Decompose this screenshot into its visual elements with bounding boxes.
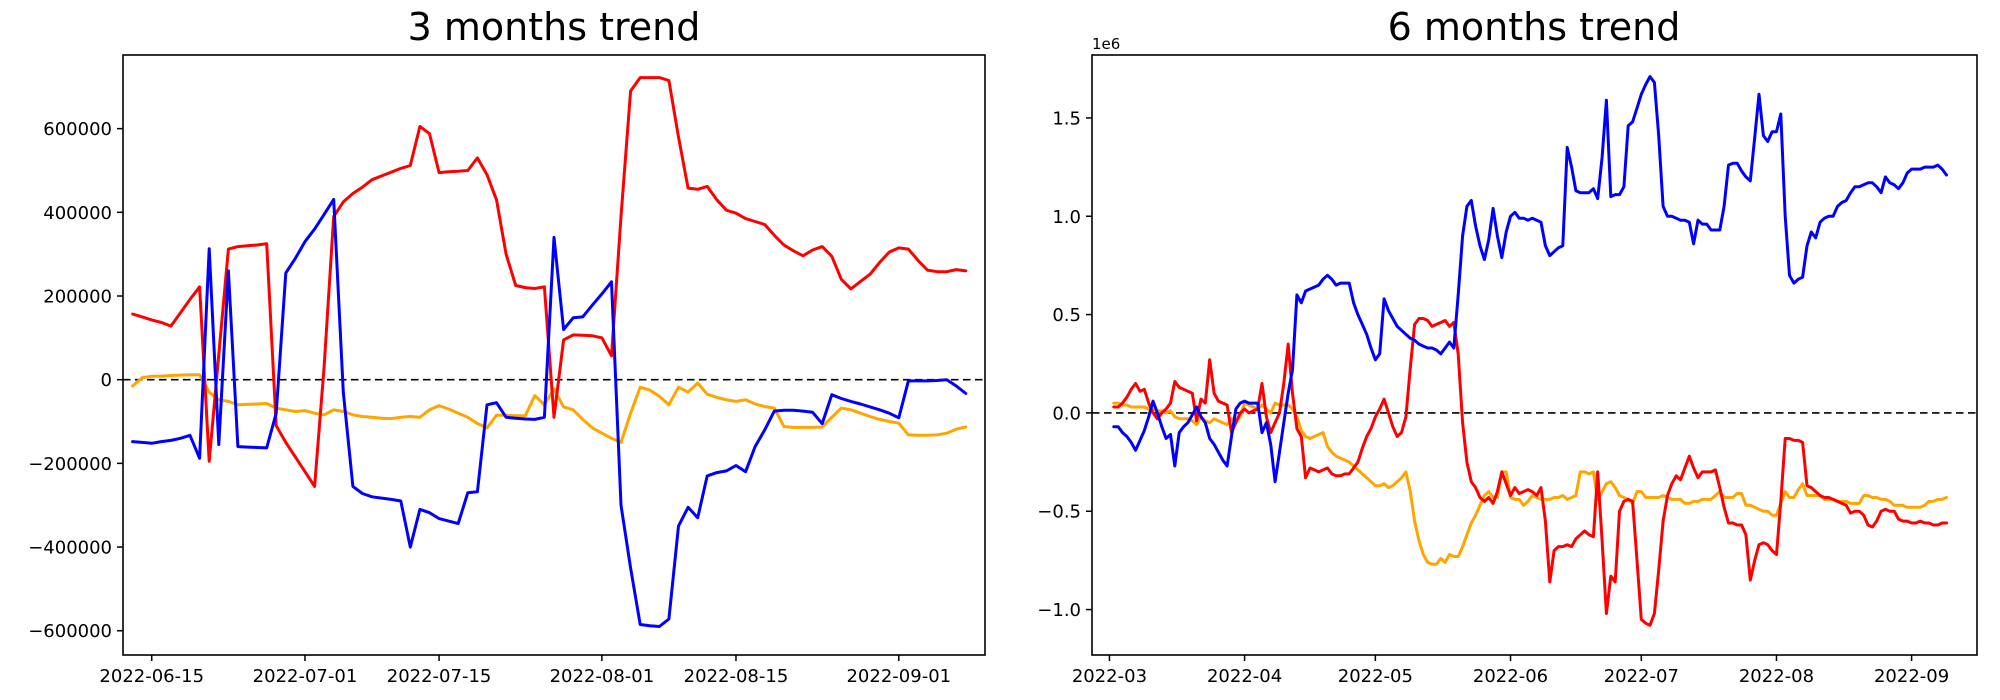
x-tick-label: 2022-09 [1874, 666, 1949, 687]
x-tick-label: 2022-06-15 [99, 666, 204, 687]
x-tick-label: 2022-09-01 [846, 666, 951, 687]
red-series-line [1112, 317, 1948, 627]
x-tick-label: 2022-03 [1072, 666, 1147, 687]
blue-series-line [1112, 75, 1948, 484]
chart-title-6-months: 6 months trend [1388, 5, 1681, 49]
plot-border [122, 54, 986, 656]
y-tick-label: 1.5 [1052, 108, 1081, 129]
y-tick-label: 200000 [43, 287, 112, 308]
x-tick-label: 2022-04 [1207, 666, 1282, 687]
orange-series-line [1112, 401, 1948, 566]
y-tick-label: 1.0 [1052, 207, 1081, 228]
x-tick-label: 2022-05 [1338, 666, 1413, 687]
six-months-trend-chart: 1.5 1.0 0.5 0.0 −0.5 −1.0 2022-03 2022-04 2022-0… [1037, 5, 1978, 687]
y-tick-label: −600000 [28, 621, 112, 642]
x-tick-label: 2022-06 [1473, 666, 1548, 687]
y-tick-label: −400000 [28, 538, 112, 559]
x-tick-label: 2022-07 [1604, 666, 1679, 687]
red-series-line [131, 76, 968, 488]
y-tick-label: −0.5 [1037, 502, 1081, 523]
y-axis-offset-label: 1e6 [1092, 35, 1120, 53]
plot-border [1091, 54, 1978, 656]
y-tick-label: 400000 [43, 203, 112, 224]
y-tick-label: 600000 [43, 119, 112, 140]
y-tick-label: −1.0 [1037, 600, 1081, 621]
y-tick-label: 0 [101, 370, 112, 391]
x-tick-label: 2022-08-01 [550, 666, 655, 687]
x-tick-label: 2022-07-15 [387, 666, 492, 687]
x-tick-label: 2022-07-01 [253, 666, 358, 687]
y-tick-label: −200000 [28, 454, 112, 475]
x-tick-label: 2022-08-15 [684, 666, 789, 687]
three-months-trend-chart: 600000 400000 200000 0 −200000 −400000 −600000… [28, 5, 986, 687]
blue-series-line [131, 197, 968, 628]
orange-series-line [131, 373, 968, 444]
y-tick-label: 0.0 [1052, 403, 1081, 424]
x-tick-label: 2022-08 [1739, 666, 1814, 687]
chart-title-3-months: 3 months trend [408, 5, 701, 49]
y-tick-label: 0.5 [1052, 305, 1081, 326]
